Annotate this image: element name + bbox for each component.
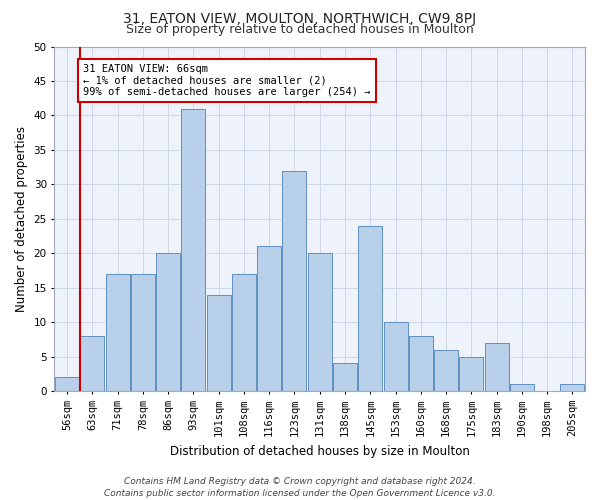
Text: 31 EATON VIEW: 66sqm
← 1% of detached houses are smaller (2)
99% of semi-detache: 31 EATON VIEW: 66sqm ← 1% of detached ho… (83, 64, 371, 97)
Bar (232, 274, 256, 391)
Bar (510, 384, 534, 391)
Bar (434, 350, 458, 391)
Bar (131, 274, 155, 391)
Bar (55, 377, 79, 391)
Bar (206, 294, 230, 391)
Bar (181, 108, 205, 391)
Text: Contains HM Land Registry data © Crown copyright and database right 2024.
Contai: Contains HM Land Registry data © Crown c… (104, 476, 496, 498)
Bar (409, 336, 433, 391)
Bar (308, 253, 332, 391)
Y-axis label: Number of detached properties: Number of detached properties (15, 126, 28, 312)
X-axis label: Distribution of detached houses by size in Moulton: Distribution of detached houses by size … (170, 444, 470, 458)
Bar (333, 364, 357, 391)
Bar (156, 253, 180, 391)
Bar (283, 170, 307, 391)
Bar (485, 343, 509, 391)
Bar (106, 274, 130, 391)
Text: 31, EATON VIEW, MOULTON, NORTHWICH, CW9 8PJ: 31, EATON VIEW, MOULTON, NORTHWICH, CW9 … (124, 12, 476, 26)
Bar (358, 226, 382, 391)
Bar (560, 384, 584, 391)
Bar (460, 356, 484, 391)
Bar (257, 246, 281, 391)
Bar (383, 322, 407, 391)
Bar (80, 336, 104, 391)
Text: Size of property relative to detached houses in Moulton: Size of property relative to detached ho… (126, 22, 474, 36)
